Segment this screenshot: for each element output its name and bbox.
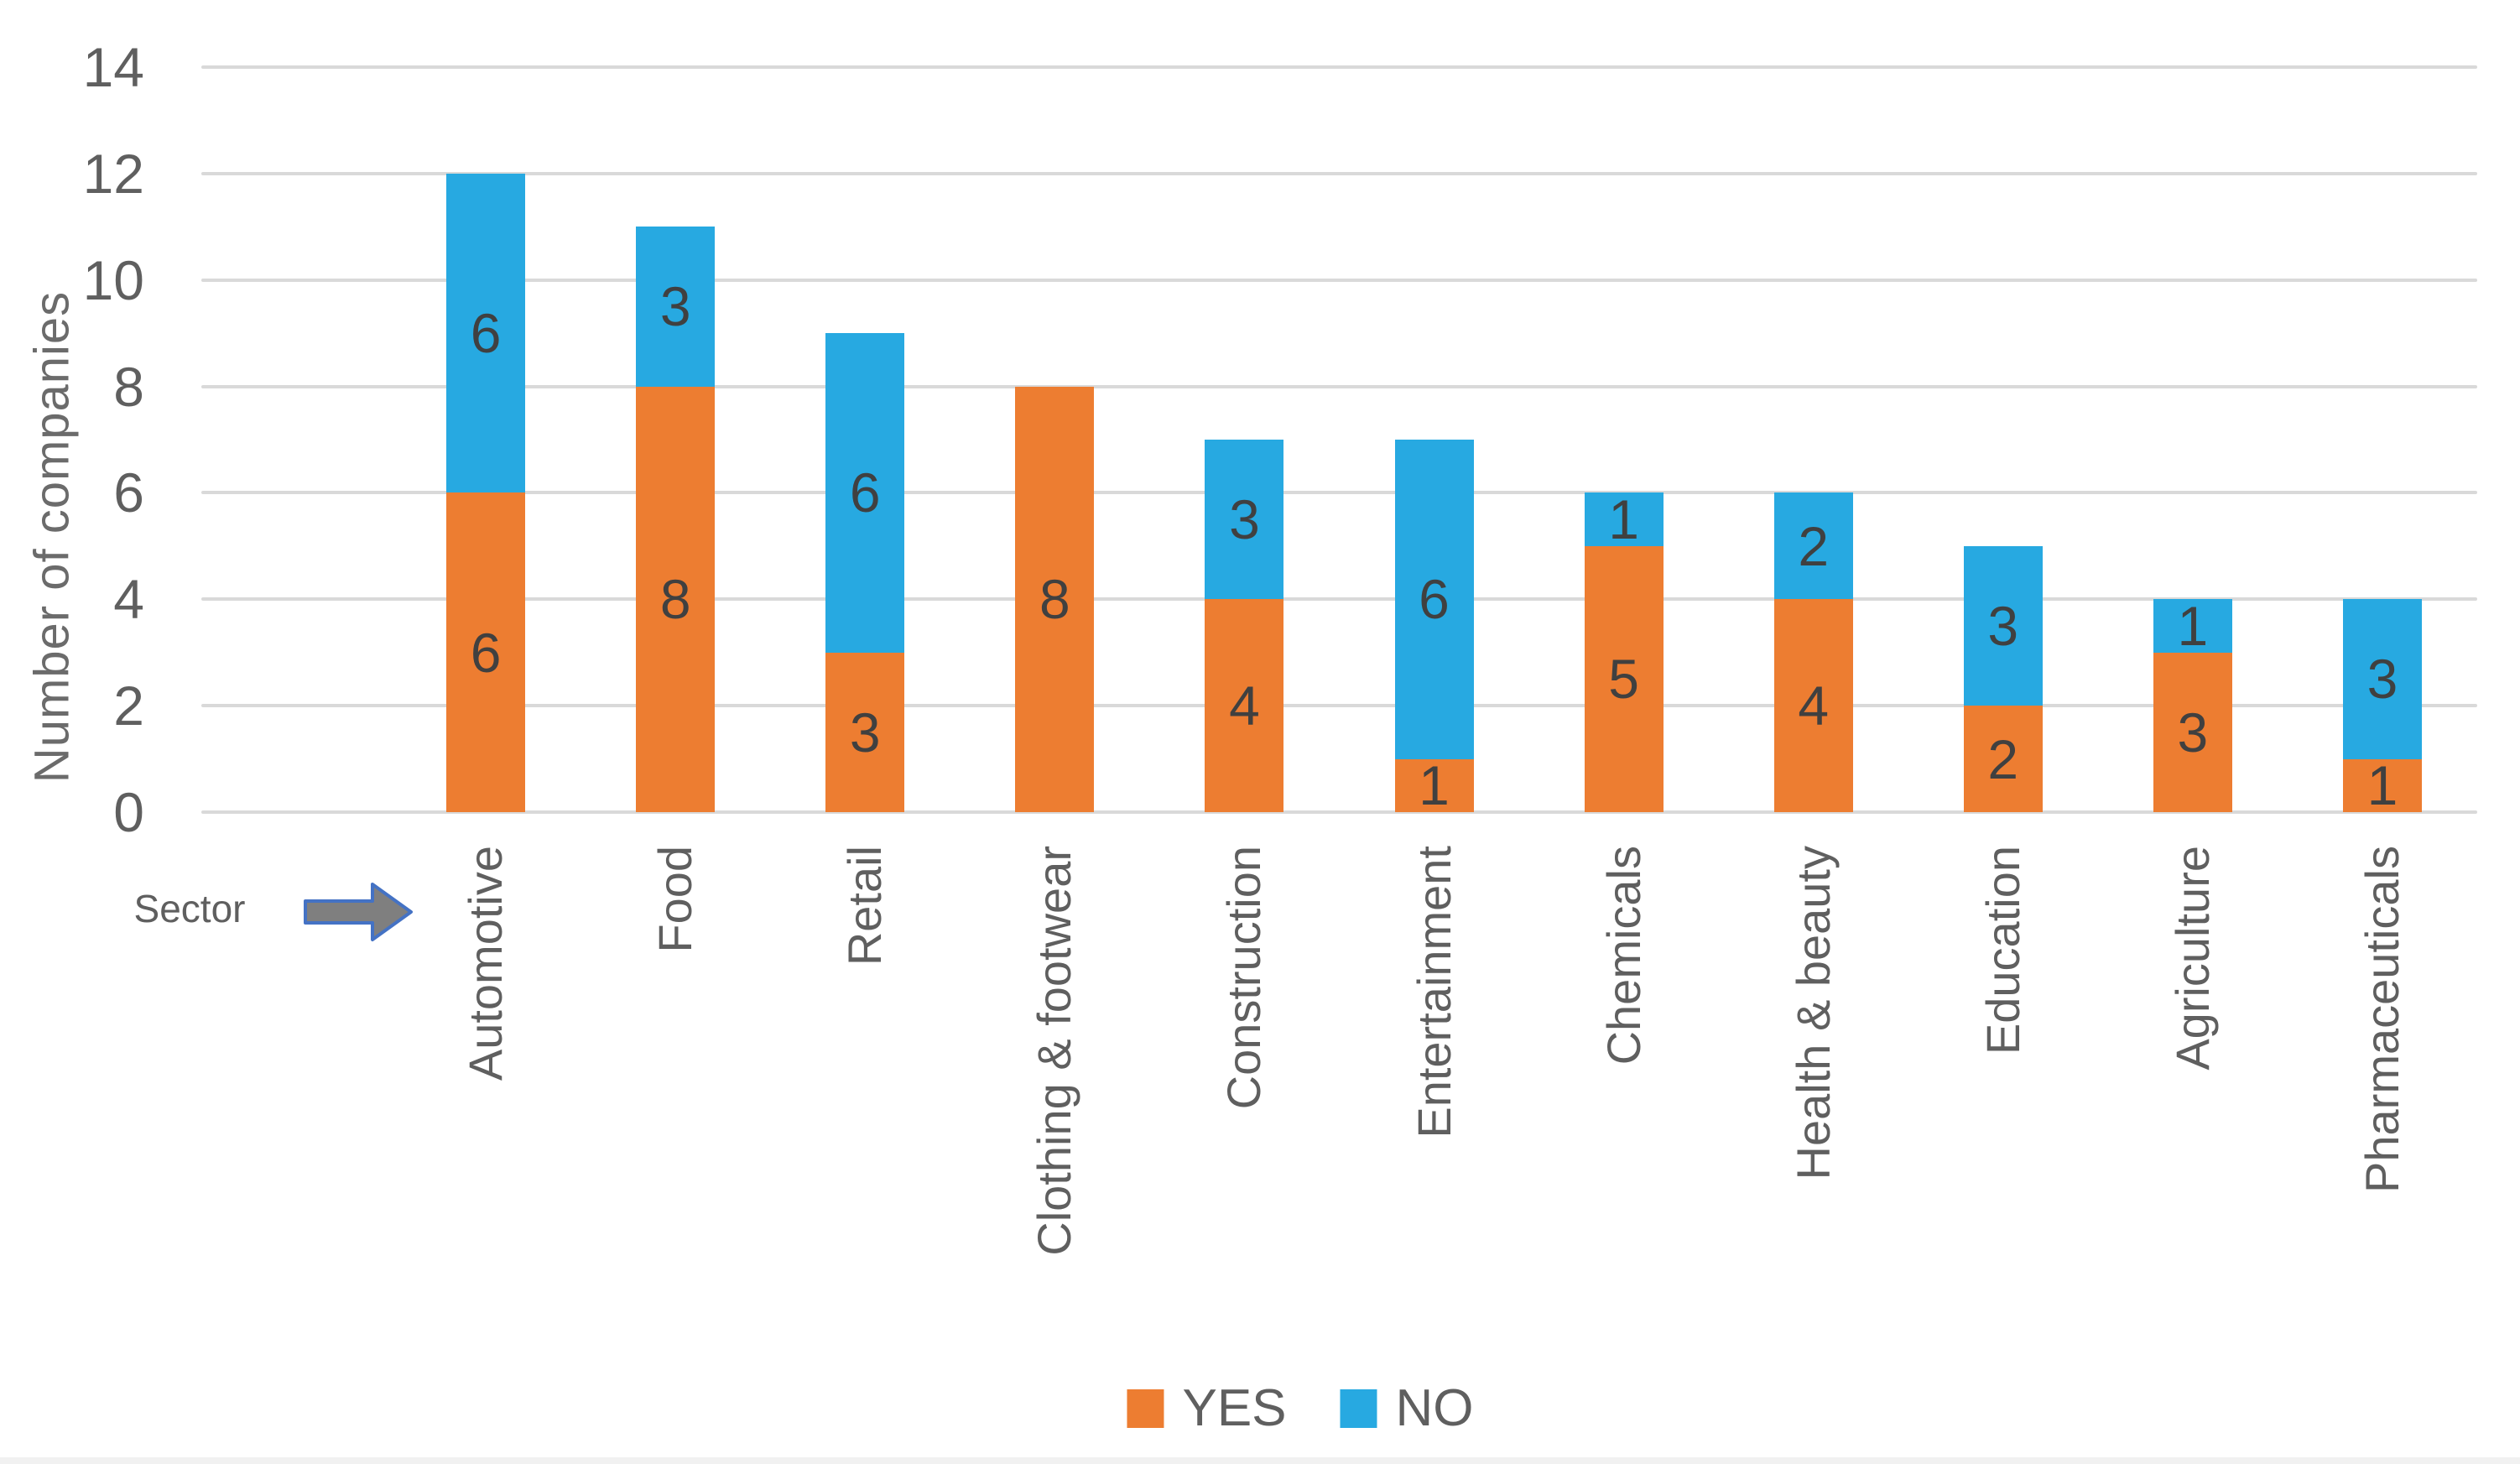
bar-segment-no-agriculture [2153,599,2232,653]
data-label-yes-entertainment: 1 [1419,754,1450,817]
x-label-clothing-footwear: Clothing & footwear [1028,846,1081,1256]
x-label-retail: Retail [838,846,892,966]
data-label-yes-clothing-footwear: 8 [1039,568,1070,631]
data-label-no-food: 3 [659,275,691,338]
screenshot-bottom-edge [0,1457,2520,1464]
data-label-no-pharmaceuticals: 3 [2366,648,2398,711]
bar-segment-yes-entertainment [1394,758,1474,812]
bar-segment-yes-food [636,386,716,812]
gridline-10 [201,278,2477,282]
data-label-yes-agriculture: 3 [2177,701,2209,763]
data-label-no-agriculture: 1 [2177,594,2209,657]
data-label-yes-pharmaceuticals: 1 [2366,754,2398,817]
data-label-yes-chemicals: 5 [1608,648,1639,711]
bar-segment-yes-automotive [446,492,526,812]
legend-label-yes: YES [1182,1379,1287,1437]
x-label-entertainment: Entertainment [1407,846,1460,1138]
gridline-0 [201,810,2477,814]
data-label-no-automotive: 6 [470,302,502,365]
x-label-food: Food [648,846,702,953]
data-label-yes-retail: 3 [849,701,881,763]
data-label-yes-education: 2 [1987,727,2019,790]
y-tick-0: 0 [113,781,144,843]
bar-segment-yes-pharmaceuticals [2342,758,2422,812]
right-arrow-icon [304,883,413,941]
bar-segment-no-retail [825,333,905,653]
data-label-yes-health-beauty: 4 [1798,675,1830,737]
bar-segment-yes-clothing-footwear [1015,386,1095,812]
data-label-no-chemicals: 1 [1608,488,1639,551]
data-label-no-education: 3 [1987,594,2019,657]
y-tick-2: 2 [113,675,144,737]
no-series-swatch [1340,1389,1377,1428]
data-label-no-entertainment: 6 [1419,568,1450,631]
bar-segment-yes-retail [825,652,905,812]
bar-segment-no-chemicals [1584,492,1664,546]
gridline-6 [201,491,2477,495]
x-label-construction: Construction [1217,846,1271,1110]
data-label-no-retail: 6 [849,461,881,524]
gridline-14 [201,65,2477,69]
bar-segment-yes-agriculture [2153,652,2232,812]
y-tick-4: 4 [113,568,144,631]
x-label-automotive: Automotive [459,846,513,1081]
x-label-education: Education [1976,846,2029,1055]
bar-segment-no-health-beauty [1773,492,1853,600]
gridline-4 [201,597,2477,602]
bar-segment-yes-education [1963,706,2043,812]
bar-segment-no-construction [1205,439,1284,600]
y-tick-8: 8 [113,355,144,418]
bar-segment-no-pharmaceuticals [2342,599,2422,759]
gridline-2 [201,704,2477,708]
data-label-yes-construction: 4 [1229,675,1260,737]
x-label-chemicals: Chemicals [1596,846,1650,1065]
x-label-health-beauty: Health & beauty [1786,846,1840,1180]
y-tick-10: 10 [82,248,144,311]
x-label-agriculture: Agriculture [2165,846,2219,1071]
y-axis-title: Number of companies [24,290,80,784]
yes-series-swatch [1127,1389,1164,1428]
data-label-yes-food: 8 [659,568,691,631]
legend-item-yes: YES [1127,1379,1287,1437]
data-label-no-health-beauty: 2 [1798,514,1830,577]
sector-axis-label: Sector [133,887,246,930]
bar-segment-no-food [636,227,716,387]
y-tick-14: 14 [82,35,144,98]
gridline-8 [201,384,2477,388]
legend-label-no: NO [1395,1379,1474,1437]
x-label-pharmaceuticals: Pharmaceuticals [2355,846,2408,1193]
bar-segment-yes-chemicals [1584,545,1664,812]
data-label-yes-automotive: 6 [470,621,502,684]
legend-item-no: NO [1340,1379,1474,1437]
y-tick-6: 6 [113,461,144,524]
y-tick-12: 12 [82,142,144,205]
bar-segment-no-education [1963,545,2043,706]
legend: YES NO [1127,1379,1474,1437]
bar-segment-yes-construction [1205,599,1284,812]
bar-segment-yes-health-beauty [1773,599,1853,812]
bar-segment-no-automotive [446,173,526,493]
bar-segment-no-entertainment [1394,439,1474,759]
gridline-12 [201,171,2477,175]
data-label-no-construction: 3 [1229,488,1260,551]
